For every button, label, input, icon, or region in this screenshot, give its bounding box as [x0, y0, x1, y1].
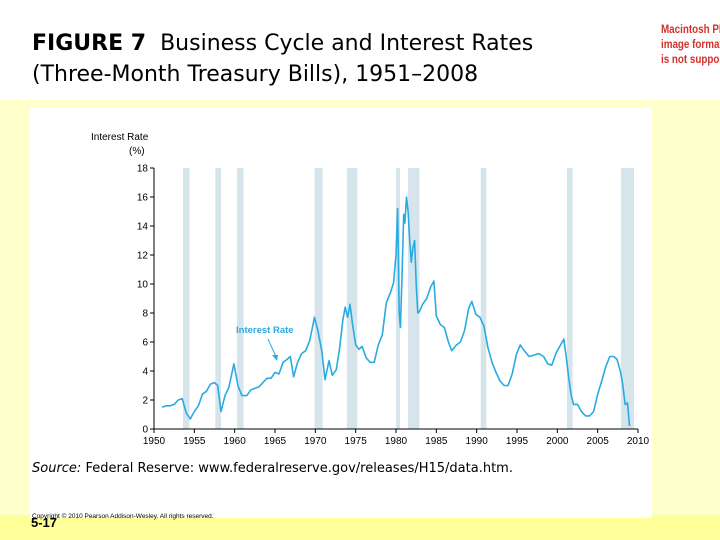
y-tick-label: 8	[142, 309, 148, 320]
slide-footer-band	[0, 515, 720, 540]
placeholder-line: image format	[660, 37, 720, 51]
x-tick-label: 1950	[143, 436, 166, 447]
y-tick-label: 0	[142, 425, 148, 436]
slide-title: FIGURE 7 Business Cycle and Interest Rat…	[32, 28, 612, 90]
recession-bands	[183, 168, 634, 429]
y-tick-label: 12	[137, 251, 149, 262]
x-tick-label: 1980	[385, 436, 408, 447]
figure-panel	[30, 108, 652, 518]
x-tick-label: 1985	[425, 436, 448, 447]
recession-band	[567, 168, 573, 429]
source-note: Source: Federal Reserve: www.federalrese…	[32, 461, 513, 476]
y-tick-label: 2	[142, 396, 148, 407]
recession-band	[183, 168, 190, 429]
recession-band	[314, 168, 323, 429]
y-axis-unit: (%)	[129, 146, 145, 157]
x-tick-label: 1995	[506, 436, 529, 447]
x-tick-label: 2005	[587, 436, 610, 447]
x-tick-label: 2010	[627, 436, 650, 447]
y-tick-label: 16	[137, 193, 149, 204]
source-text: Federal Reserve: www.federalreserve.gov/…	[85, 461, 513, 476]
recession-band	[237, 168, 244, 429]
x-tick-label: 1960	[224, 436, 247, 447]
x-tick-label: 1975	[345, 436, 368, 447]
y-tick-label: 18	[137, 164, 149, 175]
recession-band	[346, 168, 358, 429]
placeholder-line: is not supported	[660, 52, 720, 66]
y-tick-label: 4	[142, 367, 148, 378]
chart-axes: 0 2 4 6 8 10 12 14 16 18 1950 1955 1960 1965 1970 1975 1…	[137, 164, 650, 448]
y-tick-label: 10	[137, 280, 149, 291]
line-annotation: Interest Rate	[236, 325, 294, 361]
copyright-notice: Copyright © 2010 Pearson Addison-Wesley.…	[32, 513, 214, 520]
figure-title: Business Cycle and Interest Rates (Three…	[32, 31, 534, 87]
x-tick-label: 1955	[183, 436, 206, 447]
unsupported-image-placeholder: Macintosh PICT image format is not suppo…	[661, 22, 720, 67]
recession-band	[215, 168, 221, 429]
x-tick-label: 1970	[304, 436, 327, 447]
slide-number: 5-17	[31, 515, 58, 530]
source-label: Source:	[32, 461, 82, 476]
x-tick-label: 1965	[264, 436, 287, 447]
y-tick-label: 6	[142, 338, 148, 349]
figure-label: FIGURE 7	[32, 31, 147, 56]
x-tick-label: 1990	[466, 436, 489, 447]
interest-rate-line	[161, 196, 631, 427]
recession-band	[396, 168, 401, 429]
recession-band	[480, 168, 487, 429]
x-tick-label: 2000	[546, 436, 569, 447]
placeholder-line: Macintosh PICT	[660, 22, 720, 36]
y-tick-label: 14	[137, 222, 149, 233]
y-axis-label: Interest Rate	[91, 132, 149, 143]
interest-rate-chart: 0 2 4 6 8 10 12 14 16 18 1950 1955 1960 1965 1970 1975 1…	[91, 132, 650, 448]
recession-band	[408, 168, 420, 429]
recession-band	[621, 168, 634, 429]
annotation-arrowhead	[272, 355, 278, 361]
annotation-label: Interest Rate	[236, 325, 294, 336]
